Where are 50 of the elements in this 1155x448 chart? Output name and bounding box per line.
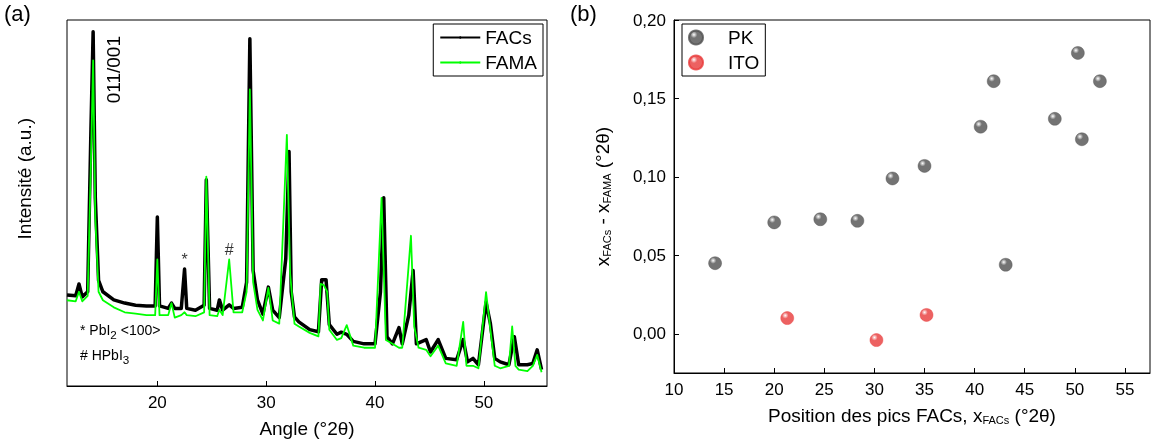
annotation: # HPbI$_{3}$ bbox=[80, 347, 130, 367]
point bbox=[708, 256, 722, 270]
point bbox=[869, 333, 884, 347]
chart-title: (a) bbox=[4, 0, 31, 26]
x-tick-label: 10 bbox=[664, 380, 684, 399]
legend-label: ITO bbox=[728, 52, 760, 73]
point bbox=[885, 171, 900, 186]
x-tick-label: 15 bbox=[714, 380, 734, 399]
x-tick-label: 20 bbox=[764, 380, 784, 399]
x-tick-label: 50 bbox=[474, 393, 494, 412]
chart-title: (b) bbox=[570, 0, 597, 26]
point bbox=[1075, 132, 1089, 146]
y-tick-label: 0,10 bbox=[632, 167, 666, 187]
point bbox=[780, 311, 794, 325]
legend-label: FAMA bbox=[485, 52, 538, 73]
annotation: * bbox=[181, 250, 188, 268]
point bbox=[998, 258, 1013, 272]
y-axis-title: xFACs - xFAMA (°2θ) bbox=[592, 126, 613, 267]
x-tick-label: 45 bbox=[1015, 380, 1035, 399]
point bbox=[1048, 112, 1062, 126]
x-tick-label: 55 bbox=[1115, 380, 1135, 399]
x-tick-label: 20 bbox=[147, 393, 167, 412]
x-axis-title: Position des pics FACs, xFACs (°2θ) bbox=[768, 405, 1056, 426]
x-tick-label: 40 bbox=[965, 380, 985, 399]
legend-label: PK bbox=[728, 27, 754, 48]
x-axis-title: Angle (°2θ) bbox=[259, 418, 355, 439]
point bbox=[973, 119, 988, 134]
y-tick-label: 0,20 bbox=[632, 10, 666, 30]
y-tick-label: 0,15 bbox=[632, 88, 666, 108]
x-tick-label: 40 bbox=[365, 393, 385, 412]
y-tick-label: 0,00 bbox=[632, 324, 666, 344]
x-tick-label: 25 bbox=[814, 380, 834, 399]
x-tick-label: 30 bbox=[256, 393, 276, 412]
point bbox=[813, 212, 828, 226]
y-tick-label: 0,05 bbox=[632, 245, 666, 265]
point bbox=[917, 159, 932, 173]
point bbox=[767, 215, 781, 230]
annotation: * PbI$_{2}$ <100> bbox=[80, 322, 161, 342]
x-tick-label: 50 bbox=[1065, 380, 1085, 399]
point bbox=[1071, 46, 1085, 60]
point bbox=[986, 74, 1001, 88]
point bbox=[1093, 74, 1107, 88]
point bbox=[850, 214, 865, 228]
legend-label: FACs bbox=[485, 27, 532, 48]
x-tick-label: 35 bbox=[915, 380, 934, 399]
x-tick-label: 30 bbox=[864, 380, 884, 399]
annotation: 011/001 bbox=[103, 36, 125, 104]
point bbox=[919, 308, 934, 322]
annotation: # bbox=[224, 241, 234, 259]
y-axis-title: Intensité (a.u.) bbox=[14, 118, 35, 240]
